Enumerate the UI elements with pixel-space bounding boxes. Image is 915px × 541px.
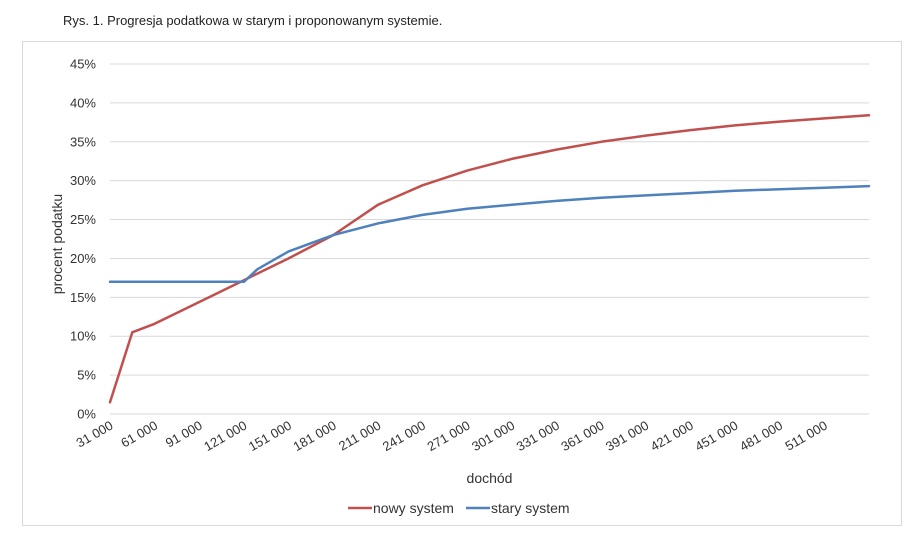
- x-tick-label: 331 000: [514, 418, 562, 454]
- x-tick-label: 391 000: [603, 418, 651, 454]
- x-tick-label: 451 000: [692, 418, 740, 454]
- x-tick-label: 511 000: [782, 418, 829, 454]
- y-tick-label: 0%: [77, 407, 96, 422]
- series-lines: [108, 114, 871, 404]
- x-tick-label: 271 000: [424, 418, 472, 454]
- y-tick-label: 10%: [70, 329, 96, 344]
- x-tick-label: 361 000: [558, 418, 606, 454]
- legend-label: stary system: [491, 500, 570, 516]
- x-tick-label: 241 000: [380, 418, 428, 454]
- x-tick-label: 421 000: [648, 418, 696, 454]
- x-tick-label: 181 000: [291, 418, 339, 454]
- series-line-stary-system: [108, 184, 871, 284]
- gridlines: [110, 63, 869, 415]
- series-line-nowy-system: [108, 114, 871, 404]
- x-tick-label: 151 000: [246, 418, 294, 454]
- x-tick-label: 301 000: [469, 418, 517, 454]
- chart-frame: [22, 41, 902, 526]
- y-tick-label: 40%: [70, 95, 96, 110]
- x-tick-label: 61 000: [118, 418, 160, 451]
- y-axis-ticks: 0% 5% 10% 15% 20% 25% 30% 35% 40% 45%: [70, 57, 96, 422]
- x-tick-label: 211 000: [336, 418, 383, 454]
- y-axis-title: procent podatku: [49, 194, 65, 294]
- y-tick-label: 20%: [70, 251, 96, 266]
- y-tick-label: 30%: [70, 173, 96, 188]
- x-tick-label: 121 000: [201, 418, 249, 454]
- y-tick-label: 15%: [70, 290, 96, 305]
- y-tick-label: 45%: [70, 57, 96, 72]
- y-tick-label: 25%: [70, 212, 96, 227]
- figure-caption: Rys. 1. Progresja podatkowa w starym i p…: [63, 13, 443, 28]
- x-axis-title: dochód: [467, 470, 513, 486]
- x-tick-label: 91 000: [163, 418, 205, 451]
- y-tick-label: 5%: [77, 368, 96, 383]
- legend: nowy system stary system: [348, 500, 570, 516]
- y-tick-label: 35%: [70, 134, 96, 149]
- legend-label: nowy system: [373, 500, 454, 516]
- x-tick-label: 31 000: [74, 418, 116, 451]
- x-tick-label: 481 000: [737, 418, 785, 454]
